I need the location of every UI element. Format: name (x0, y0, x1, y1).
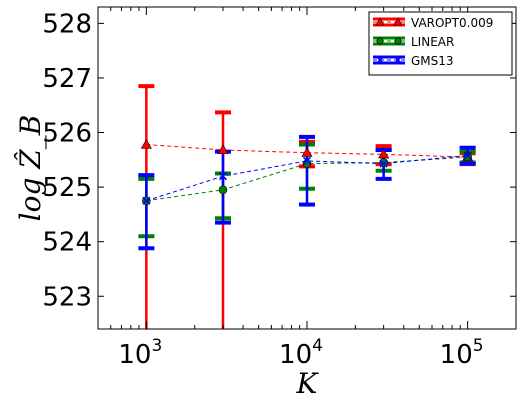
legend-marker (376, 37, 384, 45)
legend-label: GMS13 (411, 54, 454, 68)
series-line (146, 156, 468, 202)
y-tick-label: 523 (42, 282, 92, 312)
series-gms13 (142, 151, 472, 205)
data-point (140, 138, 152, 149)
series-layer (138, 84, 476, 329)
x-tick-label: 103 (118, 336, 162, 370)
series-line (146, 144, 468, 158)
legend-marker (394, 56, 402, 64)
data-point (378, 148, 390, 159)
legend-label: VAROPT0.009 (411, 16, 493, 30)
y-tick-label: 525 (42, 173, 92, 203)
data-point (218, 172, 228, 181)
data-point (302, 156, 312, 165)
legend-marker (376, 56, 384, 64)
legend-marker (394, 37, 402, 45)
data-point (463, 151, 472, 160)
legend-label: LINEAR (411, 35, 454, 49)
data-point (218, 185, 228, 195)
legend-item-varopt0-009: VAROPT0.009 (373, 16, 493, 30)
data-point (379, 158, 388, 167)
y-axis-label: log Ẑ_B (14, 115, 47, 222)
y-tick-label: 527 (42, 64, 92, 94)
x-axis-label: K (296, 367, 320, 400)
legend-marker (375, 17, 385, 26)
x-tick-label: 105 (440, 336, 484, 370)
legend-item-gms13: GMS13 (373, 54, 454, 68)
legend-marker (393, 17, 403, 26)
axis-tick-labels: 523 524 525 526 527 528 103 104 105 (42, 9, 483, 370)
y-tick-label: 528 (42, 9, 92, 39)
legend: VAROPT0.009 LINEAR GMS13 (368, 11, 513, 76)
data-point (142, 196, 151, 205)
legend-item-linear: LINEAR (373, 35, 454, 49)
y-tick-label: 526 (42, 119, 92, 149)
data-point (463, 152, 472, 162)
data-point (217, 144, 229, 155)
y-tick-label: 524 (42, 228, 92, 258)
x-tick-label: 104 (279, 336, 323, 370)
data-point (379, 159, 388, 168)
data-point (301, 147, 313, 157)
